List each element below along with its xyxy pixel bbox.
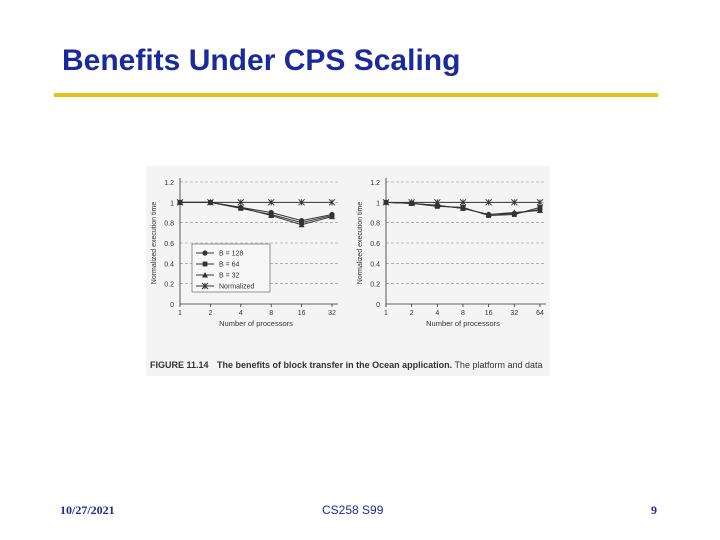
marker-star bbox=[433, 198, 441, 206]
y-tick-label: 0 bbox=[376, 302, 380, 309]
x-tick-label: 1 bbox=[178, 310, 182, 317]
x-tick-label: 8 bbox=[461, 310, 465, 317]
footer-date: 10/27/2021 bbox=[60, 503, 115, 517]
x-axis-label: Number of processors bbox=[219, 319, 293, 328]
x-tick-label: 8 bbox=[269, 310, 273, 317]
y-tick-label: 0.2 bbox=[164, 282, 174, 289]
figure-charts: 0 0.2 0.4 0.6 0.8 1 1.2 1 2 4 8 16 32 Number of proce… bbox=[151, 178, 546, 328]
marker-star bbox=[207, 198, 214, 206]
marker-triangle bbox=[202, 272, 208, 278]
caption-bold-text: The benefits of block transfer in the Oc… bbox=[217, 360, 453, 370]
marker-star bbox=[176, 198, 184, 206]
x-tick-label: 64 bbox=[536, 310, 544, 317]
x-tick-label: 2 bbox=[410, 310, 414, 317]
y-tick-label: 1.2 bbox=[164, 180, 174, 187]
legend-label: B = 128 bbox=[219, 251, 243, 258]
title-divider bbox=[54, 93, 658, 97]
marker-star bbox=[408, 198, 416, 206]
y-tick-label: 0.6 bbox=[370, 241, 380, 248]
marker-star bbox=[298, 198, 305, 206]
caption-rest-text: The platform and data bbox=[454, 360, 543, 370]
marker-square bbox=[537, 205, 543, 210]
marker-star bbox=[382, 198, 390, 206]
legend-label: B = 64 bbox=[219, 262, 240, 269]
chart-legend: B = 128 B = 64 B = 32 Normalized bbox=[191, 243, 271, 293]
marker-triangle bbox=[511, 209, 518, 215]
footer-course: CS258 S99 bbox=[322, 503, 384, 517]
marker-triangle bbox=[298, 221, 305, 228]
y-tick-label: 0 bbox=[170, 302, 174, 309]
marker-triangle bbox=[268, 212, 275, 219]
marker-circle bbox=[202, 250, 208, 256]
marker-star bbox=[201, 282, 209, 290]
marker-triangle bbox=[460, 205, 466, 211]
x-tick-label: 4 bbox=[435, 310, 439, 317]
x-tick-label: 2 bbox=[208, 310, 212, 317]
y-axis-label: Normalized execution time bbox=[357, 202, 364, 285]
marker-triangle bbox=[329, 213, 335, 220]
marker-star bbox=[267, 198, 275, 206]
figure-caption: FIGURE 11.14 The benefits of block trans… bbox=[150, 360, 550, 370]
x-tick-label: 16 bbox=[485, 310, 493, 317]
x-tick-label: 16 bbox=[298, 310, 306, 317]
marker-triangle bbox=[237, 204, 244, 210]
y-tick-label: 1.2 bbox=[370, 180, 380, 187]
footer-page-number: 9 bbox=[651, 503, 657, 517]
y-axis-label: Normalized execution time bbox=[151, 202, 158, 285]
x-tick-label: 32 bbox=[510, 310, 518, 317]
y-tick-label: 1 bbox=[376, 200, 380, 207]
y-tick-label: 0.4 bbox=[164, 261, 174, 268]
slide-title: Benefits Under CPS Scaling bbox=[62, 44, 461, 77]
x-tick-label: 1 bbox=[384, 310, 388, 317]
legend-label: Normalized bbox=[219, 284, 255, 291]
marker-star bbox=[328, 198, 336, 206]
figure-number: FIGURE 11.14 bbox=[150, 360, 209, 370]
x-tick-label: 32 bbox=[328, 310, 336, 317]
marker-star bbox=[485, 198, 493, 206]
figure-panel: 0 0.2 0.4 0.6 0.8 1 1.2 1 2 4 8 16 32 Number of proce… bbox=[146, 166, 550, 376]
legend-label: B = 32 bbox=[219, 273, 240, 280]
marker-star bbox=[510, 198, 518, 206]
marker-star bbox=[237, 198, 245, 206]
y-tick-label: 0.2 bbox=[370, 282, 380, 289]
y-tick-label: 1 bbox=[170, 200, 174, 207]
marker-triangle bbox=[537, 207, 543, 213]
x-axis-label: Number of processors bbox=[426, 319, 500, 328]
y-tick-label: 0.8 bbox=[164, 221, 174, 228]
marker-square bbox=[202, 261, 208, 267]
chart-left: 0 0.2 0.4 0.6 0.8 1 1.2 1 2 4 8 16 32 Number of proce… bbox=[151, 178, 338, 328]
marker-triangle bbox=[485, 211, 492, 218]
y-tick-label: 0.6 bbox=[164, 241, 174, 248]
x-tick-label: 4 bbox=[239, 310, 243, 317]
marker-star bbox=[459, 198, 467, 206]
chart-right: 0 0.2 0.4 0.6 0.8 1 1.2 1 2 4 8 16 32 64 Number of pro… bbox=[357, 178, 546, 328]
y-tick-label: 0.4 bbox=[370, 261, 380, 268]
marker-star bbox=[536, 198, 544, 206]
y-tick-label: 0.8 bbox=[370, 221, 380, 228]
